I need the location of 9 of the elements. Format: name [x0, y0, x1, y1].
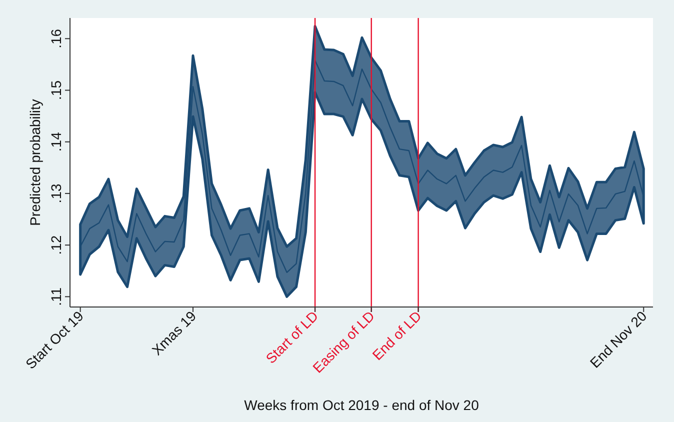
- y-tick-label: .16: [48, 28, 64, 48]
- y-tick-label: .14: [48, 132, 64, 152]
- y-axis-title: Predicted probability: [27, 99, 43, 226]
- y-tick-label: .12: [48, 235, 64, 255]
- y-tick-label: .15: [48, 80, 64, 100]
- y-tick-label: .13: [48, 184, 64, 204]
- x-tick-label: End Nov 20: [586, 308, 650, 371]
- y-tick-label: .11: [48, 287, 64, 306]
- x-axis-title: Weeks from Oct 2019 - end of Nov 20: [244, 397, 480, 413]
